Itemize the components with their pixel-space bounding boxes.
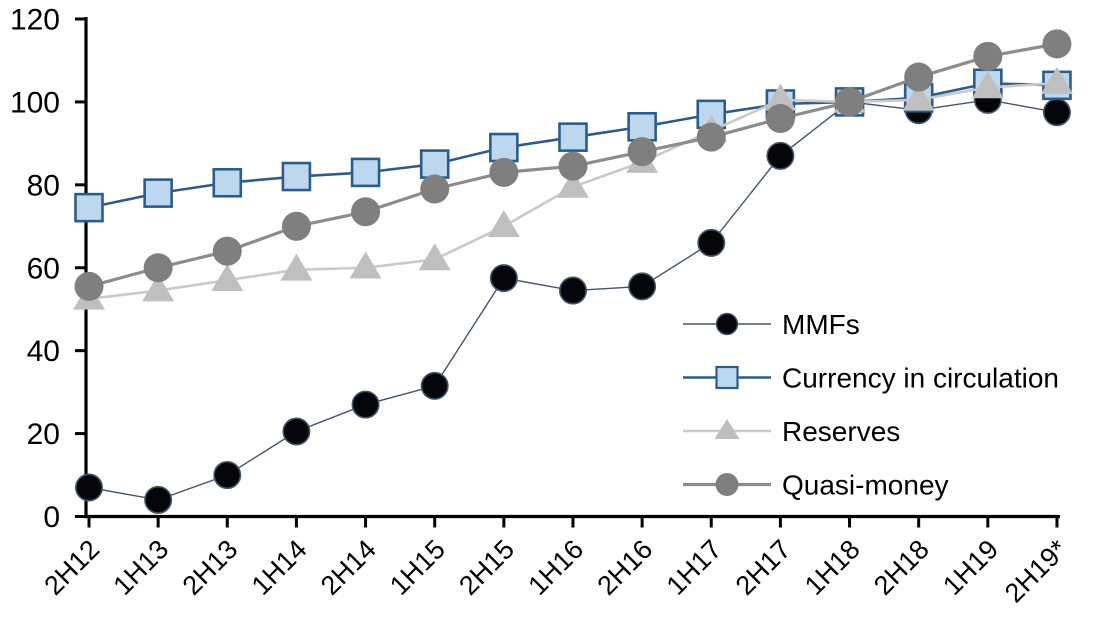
marker-square <box>419 149 450 179</box>
marker-circle <box>212 236 242 266</box>
legend-label: Reserves <box>782 416 900 447</box>
x-tick-label: 2H17 <box>730 534 797 601</box>
marker-circle <box>282 417 311 446</box>
marker-triangle <box>142 274 175 302</box>
marker-circle <box>765 104 795 133</box>
y-tick-label: 0 <box>43 501 60 534</box>
marker-triangle <box>211 263 244 291</box>
marker-square <box>489 132 519 163</box>
marker-circle <box>558 151 588 181</box>
marker-triangle <box>556 170 589 198</box>
marker-circle <box>1042 98 1071 127</box>
marker-square <box>627 111 657 142</box>
marker-square <box>558 122 588 152</box>
marker-triangle <box>280 253 313 281</box>
legend-item-mmfs: MMFs <box>683 309 860 340</box>
marker-circle <box>715 312 739 336</box>
marker-circle <box>904 62 934 92</box>
marker-square <box>715 365 739 390</box>
marker-circle <box>351 390 380 419</box>
marker-circle <box>420 174 450 204</box>
legend-item-reserves: Reserves <box>683 416 900 447</box>
y-tick-label: 20 <box>27 418 60 451</box>
marker-circle <box>351 197 381 227</box>
marker-circle <box>973 41 1003 71</box>
marker-circle <box>558 276 587 305</box>
marker-square <box>281 161 312 192</box>
y-tick-label: 40 <box>27 335 60 368</box>
marker-triangle <box>487 210 520 238</box>
marker-circle <box>213 461 242 490</box>
marker-triangle <box>971 71 1004 99</box>
legend-item-quasi-money: Quasi-money <box>683 470 949 501</box>
marker-circle <box>144 485 173 514</box>
x-tick-label: 2H15 <box>453 534 520 601</box>
x-tick-label: 1H13 <box>108 534 175 601</box>
x-tick-label: 2H14 <box>315 534 382 601</box>
marker-circle <box>281 211 311 241</box>
x-tick-label: 2H16 <box>592 534 659 601</box>
y-tick-label: 60 <box>27 252 60 285</box>
series-quasi-money <box>74 29 1072 301</box>
marker-triangle <box>1040 67 1073 95</box>
marker-triangle <box>349 251 382 279</box>
x-tick-label: 1H16 <box>522 534 589 601</box>
x-tick-label: 1H15 <box>384 534 451 601</box>
legend: MMFs Currency in circulation Reserves Quasi… <box>683 309 1059 501</box>
marker-circle <box>1042 29 1072 59</box>
marker-triangle <box>902 83 935 111</box>
legend-label: Quasi-money <box>782 470 949 501</box>
marker-triangle <box>714 419 740 439</box>
marker-square <box>350 157 381 188</box>
marker-square <box>143 178 173 208</box>
marker-circle <box>697 228 726 257</box>
marker-triangle <box>418 243 451 271</box>
marker-circle <box>696 122 726 152</box>
x-tick-label: 1H14 <box>246 534 313 601</box>
y-tick-label: 120 <box>10 4 60 37</box>
marker-circle <box>420 371 449 400</box>
marker-circle <box>715 473 739 496</box>
x-tick-label: 1H18 <box>799 534 866 601</box>
legend-item-currency-in-circulation: Currency in circulation <box>683 363 1059 394</box>
marker-circle <box>143 253 173 283</box>
x-tick-label: 2H18 <box>868 534 935 601</box>
marker-circle <box>75 473 104 502</box>
x-tick-label: 1H19 <box>937 534 1004 601</box>
marker-circle <box>766 141 795 170</box>
marker-circle <box>489 264 518 293</box>
marker-square <box>74 192 104 223</box>
marker-circle <box>835 87 865 117</box>
y-tick-label: 80 <box>27 169 60 202</box>
legend-label: MMFs <box>782 309 860 340</box>
marker-circle <box>628 272 657 301</box>
x-tick-label: 2H12 <box>38 534 105 601</box>
marker-circle <box>627 137 657 167</box>
marker-circle <box>74 271 104 301</box>
marker-triangle <box>764 83 797 111</box>
legend-label: Currency in circulation <box>782 363 1059 394</box>
x-tick-label: 1H17 <box>661 534 728 601</box>
y-tick-label: 100 <box>10 86 60 119</box>
x-tick-label: 2H19* <box>999 534 1074 609</box>
marker-square <box>212 167 243 198</box>
x-tick-label: 2H13 <box>177 534 244 601</box>
marker-circle <box>489 157 519 187</box>
